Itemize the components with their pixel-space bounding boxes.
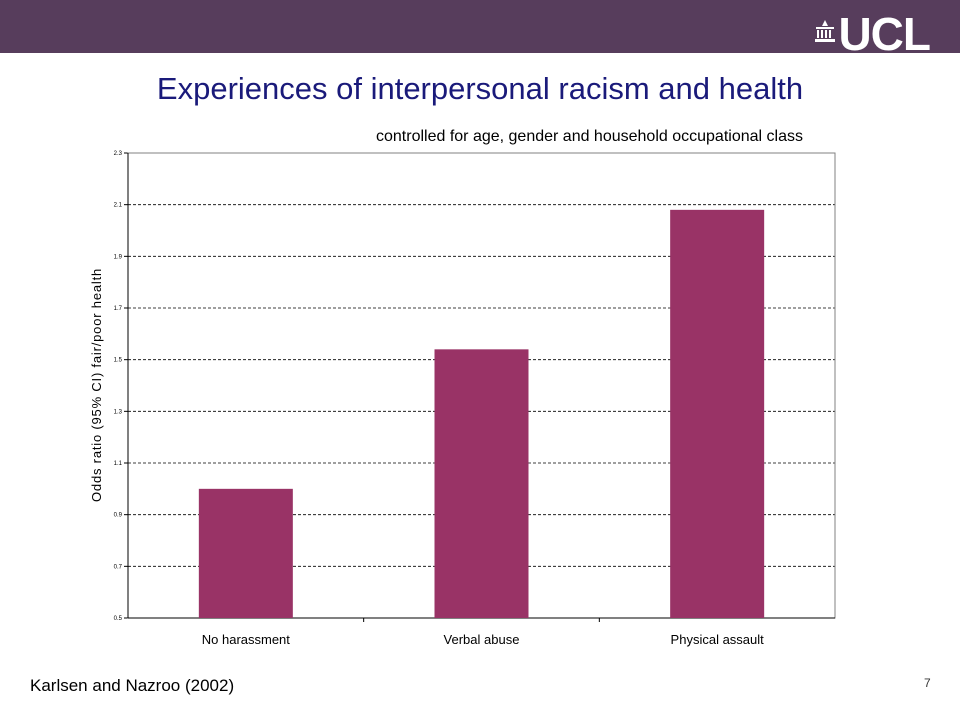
portico-icon (815, 20, 836, 42)
y-tick-label: 2.3 (114, 151, 123, 157)
x-tick-label: Verbal abuse (444, 632, 520, 647)
chart-subtitle: controlled for age, gender and household… (376, 128, 803, 145)
bar-verbal-abuse (434, 349, 529, 618)
x-tick-label: No harassment (202, 632, 291, 647)
y-axis-label: Odds ratio (95% CI) fair/poor health (89, 268, 104, 502)
page-number: 7 (924, 676, 931, 690)
y-tick-label: 2.1 (114, 203, 123, 209)
y-tick-label: 1.1 (114, 461, 123, 467)
y-tick-label: 1.5 (114, 358, 123, 364)
reference-citation: Karlsen and Nazroo (2002) (30, 676, 235, 695)
y-tick-label: 0.5 (114, 616, 123, 622)
bar-physical-assault (670, 209, 765, 619)
y-tick-label: 0.7 (114, 564, 123, 570)
bar-no-harassment (198, 488, 293, 618)
y-tick-label: 1.7 (114, 306, 123, 312)
x-tick-label: Physical assault (671, 632, 765, 647)
y-tick-label: 1.3 (114, 409, 123, 415)
header-bar (0, 0, 960, 53)
y-tick-label: 0.9 (114, 513, 123, 519)
ucl-logo: UCL (814, 8, 931, 60)
y-tick-label: 1.9 (114, 254, 123, 260)
slide-title: Experiences of interpersonal racism and … (156, 71, 804, 106)
logo-text: UCL (838, 8, 931, 60)
